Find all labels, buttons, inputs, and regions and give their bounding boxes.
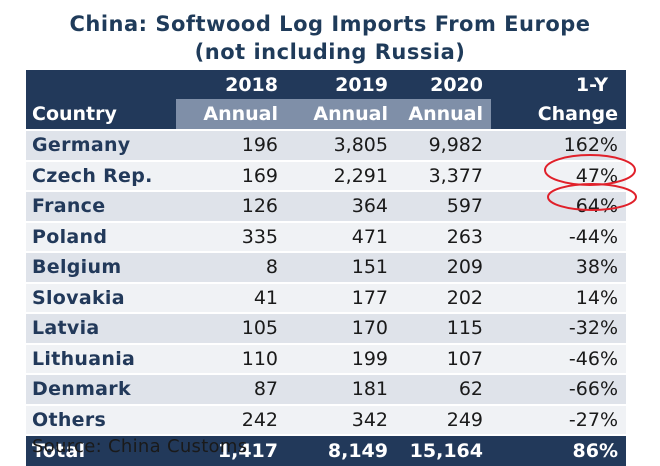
header-annual-2019: Annual <box>286 99 396 129</box>
table-row: Denmark 87 181 62 -66% <box>26 373 626 404</box>
value-2019: 199 <box>286 342 396 373</box>
table-row: Germany 196 3,805 9,982 162% <box>26 129 626 160</box>
value-2018: 335 <box>176 220 286 251</box>
country-name: Germany <box>26 129 176 160</box>
table-row: Czech Rep. 169 2,291 3,377 47% <box>26 159 626 190</box>
value-2019: 3,805 <box>286 129 396 160</box>
table-row: Others 242 342 249 -27% <box>26 403 626 434</box>
value-change: -66% <box>491 373 626 404</box>
value-change: 38% <box>491 251 626 282</box>
value-2019: 2,291 <box>286 159 396 190</box>
table-row: Poland 335 471 263 -44% <box>26 220 626 251</box>
country-name: Latvia <box>26 312 176 343</box>
value-2019: 181 <box>286 373 396 404</box>
imports-table: 2018 2019 2020 1-Y Country Annual Annual… <box>26 70 626 466</box>
value-2018: 8 <box>176 251 286 282</box>
value-2019: 170 <box>286 312 396 343</box>
country-name: Belgium <box>26 251 176 282</box>
table-row: Slovakia 41 177 202 14% <box>26 281 626 312</box>
value-2020: 202 <box>396 281 491 312</box>
header-blank <box>26 70 176 99</box>
value-2019: 151 <box>286 251 396 282</box>
value-2020: 107 <box>396 342 491 373</box>
value-change: -44% <box>491 220 626 251</box>
header-country: Country <box>26 99 176 129</box>
value-2020: 263 <box>396 220 491 251</box>
value-2018: 242 <box>176 403 286 434</box>
value-2020: 115 <box>396 312 491 343</box>
value-2018: 196 <box>176 129 286 160</box>
value-change: 14% <box>491 281 626 312</box>
country-name: Czech Rep. <box>26 159 176 190</box>
value-2018: 110 <box>176 342 286 373</box>
header-year-2019: 2019 <box>286 70 396 99</box>
total-change: 86% <box>491 434 626 466</box>
value-2018: 169 <box>176 159 286 190</box>
header-annual-2018: Annual <box>176 99 286 129</box>
value-2020: 3,377 <box>396 159 491 190</box>
value-2020: 9,982 <box>396 129 491 160</box>
table-row: Belgium 8 151 209 38% <box>26 251 626 282</box>
value-2019: 177 <box>286 281 396 312</box>
chart-title: China: Softwood Log Imports From Europe <box>69 12 591 36</box>
value-2018: 41 <box>176 281 286 312</box>
value-2020: 209 <box>396 251 491 282</box>
table-row: Lithuania 110 199 107 -46% <box>26 342 626 373</box>
value-2019: 471 <box>286 220 396 251</box>
value-change: 47% <box>491 159 626 190</box>
header-change: Change <box>491 99 626 129</box>
value-2019: 364 <box>286 190 396 221</box>
header-annual-2020: Annual <box>396 99 491 129</box>
value-change: 162% <box>491 129 626 160</box>
table-row: France 126 364 597 64% <box>26 190 626 221</box>
value-2019: 342 <box>286 403 396 434</box>
country-name: Poland <box>26 220 176 251</box>
header-year-2018: 2018 <box>176 70 286 99</box>
value-change: -46% <box>491 342 626 373</box>
value-2020: 597 <box>396 190 491 221</box>
total-2019: 8,149 <box>286 434 396 466</box>
value-2020: 62 <box>396 373 491 404</box>
value-change: -32% <box>491 312 626 343</box>
value-2018: 126 <box>176 190 286 221</box>
country-name: Lithuania <box>26 342 176 373</box>
country-name: Slovakia <box>26 281 176 312</box>
table-row: Latvia 105 170 115 -32% <box>26 312 626 343</box>
value-2020: 249 <box>396 403 491 434</box>
header-1y: 1-Y <box>491 70 626 99</box>
value-2018: 87 <box>176 373 286 404</box>
value-change: -27% <box>491 403 626 434</box>
chart-subtitle: (not including Russia) <box>194 40 466 64</box>
value-change: 64% <box>491 190 626 221</box>
total-2020: 15,164 <box>396 434 491 466</box>
source-note: Source: China Customs <box>32 436 248 457</box>
header-year-2020: 2020 <box>396 70 491 99</box>
country-name: Others <box>26 403 176 434</box>
country-name: Denmark <box>26 373 176 404</box>
value-2018: 105 <box>176 312 286 343</box>
country-name: France <box>26 190 176 221</box>
